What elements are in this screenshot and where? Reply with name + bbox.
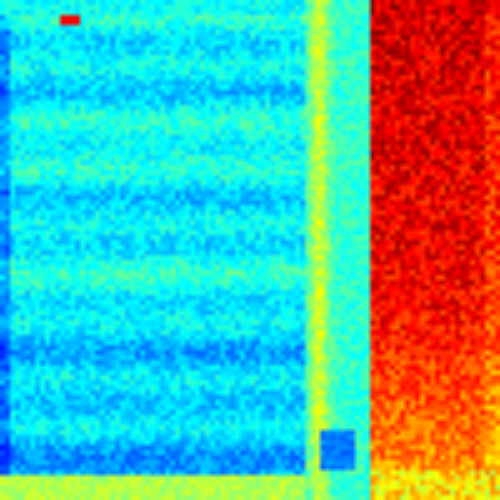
heatmap-canvas bbox=[0, 0, 500, 500]
spectrogram-image bbox=[0, 0, 500, 500]
